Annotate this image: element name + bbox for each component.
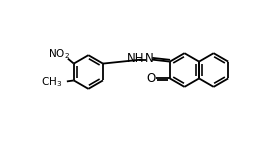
Text: NH: NH [126, 52, 144, 65]
Text: O: O [146, 72, 156, 85]
Text: NO$_2$: NO$_2$ [48, 47, 70, 61]
Text: CH$_3$: CH$_3$ [41, 75, 62, 89]
Text: N: N [145, 52, 153, 65]
